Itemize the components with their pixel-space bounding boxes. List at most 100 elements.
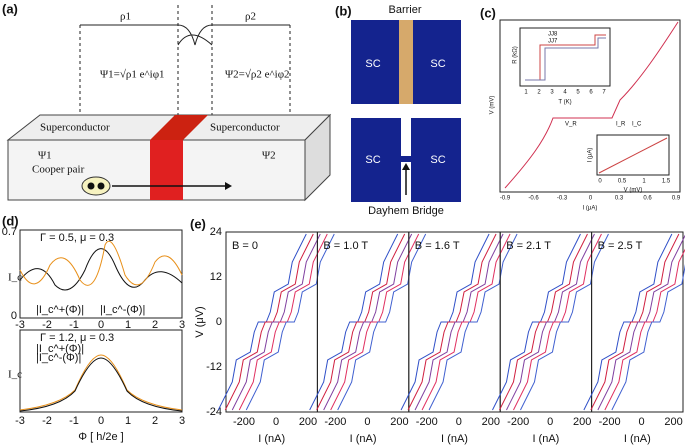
text: Superconductor (40, 122, 110, 134)
text: SC (430, 58, 445, 70)
vi-curve (400, 233, 490, 411)
x-tick-label: 1.5 (662, 179, 671, 185)
x-tick-label: -3 (15, 415, 25, 427)
rt-curve (525, 34, 606, 81)
panel-d: (d) Γ = 0.5, μ = 0.3 Γ = 1.2, μ = 0.3 0.… (2, 213, 183, 443)
x-tick-label: -2 (42, 319, 52, 331)
x-tick-label: 0 (589, 196, 593, 202)
vi-curve (583, 233, 673, 411)
text: Barrier (388, 4, 421, 16)
y-tick-label: 24 (210, 226, 222, 238)
x-tick-label: 1 (125, 415, 131, 427)
legend: |I_c^-(Φ)| (36, 352, 81, 364)
vi-curve (499, 233, 588, 411)
text: ρ2 (245, 11, 256, 23)
panel-label: (a) (2, 1, 18, 16)
field-label: B = 2.5 T (598, 240, 643, 252)
x-tick-label: -0.3 (557, 196, 568, 202)
x-tick-label: 1 (642, 179, 646, 185)
x-tick-label: -200 (324, 416, 346, 428)
field-label: B = 2.1 T (506, 240, 551, 252)
electron (87, 182, 95, 190)
text: SC (430, 154, 445, 166)
text: Superconductor (210, 122, 280, 134)
x-tick-label: 0 (456, 416, 462, 428)
x-tick-label: 4 (563, 90, 567, 96)
x-label: I (nA) (532, 433, 559, 445)
panel-b: (b) Barrier SC SC SC SC Dayhem Bridge (335, 3, 461, 217)
x-tick-label: 1 (125, 319, 131, 331)
curve (19, 354, 183, 411)
vi-curve (330, 233, 420, 411)
x-tick-label: -1 (69, 319, 79, 331)
panel-e: (e) V (μV) (190, 216, 206, 337)
x-tick-label: 200 (299, 416, 317, 428)
sc-block (351, 118, 401, 202)
sc-block (411, 118, 461, 202)
text: Dayhem Bridge (368, 205, 444, 217)
x-tick-label: 200 (573, 416, 591, 428)
y-tick-label: -24 (206, 406, 222, 418)
barrier (150, 140, 183, 200)
x-tick-label: 0 (273, 416, 279, 428)
field-label: B = 1.0 T (323, 240, 368, 252)
vi-curve (414, 233, 504, 411)
text: Ψ2 (262, 150, 276, 162)
field-label: B = 1.6 T (415, 240, 460, 252)
axes (19, 329, 183, 413)
x-tick-label: 0 (98, 319, 104, 331)
x-tick-label: 0 (364, 416, 370, 428)
text: SC (365, 154, 380, 166)
x-label: I (nA) (441, 433, 468, 445)
vi-curve (231, 233, 321, 411)
legend: |I_c^-(Φ)| (100, 304, 145, 316)
x-label: I (nA) (258, 433, 285, 445)
x-tick-label: 5 (576, 90, 580, 96)
text: Ψ1 (38, 150, 52, 162)
barrier (399, 20, 413, 104)
vi-curve (224, 233, 314, 411)
y-label: I_c (8, 272, 22, 284)
curve (19, 248, 183, 291)
text: V_R (565, 122, 577, 128)
x-tick-label: 0 (547, 416, 553, 428)
inset (596, 134, 670, 176)
y-label: I_c (8, 369, 22, 381)
legend: |I_c^+(Φ)| (36, 343, 84, 355)
vi-curve (597, 234, 685, 411)
x-tick-label: 0 (98, 415, 104, 427)
vi-curve (513, 233, 602, 411)
vi-curve (611, 263, 685, 411)
axes (499, 19, 681, 193)
barrier-top (150, 115, 208, 140)
vi-curve (309, 233, 399, 411)
x-tick-label: 200 (664, 416, 682, 428)
vi-curve (590, 233, 680, 411)
panel-label: (b) (335, 3, 352, 18)
x-tick-label: 3 (550, 90, 554, 96)
text: Cooper pair (32, 164, 85, 176)
x-tick-label: 200 (482, 416, 500, 428)
axes (591, 231, 684, 413)
x-tick-label: 3 (179, 415, 185, 427)
text: Γ = 1.2, μ = 0.3 (40, 332, 114, 344)
legend: JJ8 (548, 32, 558, 38)
x-tick-label: 2 (152, 319, 158, 331)
text: I_R (616, 122, 626, 128)
slab-side (304, 113, 331, 202)
legend: JJ7 (548, 39, 558, 45)
vi-curve (421, 233, 511, 411)
x-tick-label: 6 (589, 90, 593, 96)
x-tick-label: -200 (599, 416, 621, 428)
text: Ψ1=√ρ1 e^iφ1 (100, 69, 165, 81)
y-tick-label: 0.7 (2, 226, 17, 238)
x-label: I (nA) (350, 433, 377, 445)
x-tick-label: -200 (507, 416, 529, 428)
text: Ψ2=√ρ2 e^iφ2 (225, 69, 290, 81)
x-tick-label: -200 (233, 416, 255, 428)
vi-curve (316, 233, 406, 411)
iv-curve (504, 21, 679, 189)
arrowhead (225, 182, 232, 190)
